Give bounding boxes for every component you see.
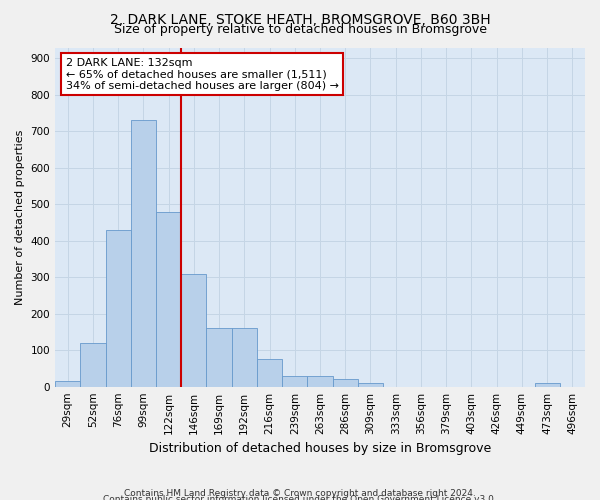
- Bar: [131, 120, 156, 386]
- Text: Size of property relative to detached houses in Bromsgrove: Size of property relative to detached ho…: [113, 22, 487, 36]
- Bar: [282, 376, 307, 386]
- Text: 2 DARK LANE: 132sqm
← 65% of detached houses are smaller (1,511)
34% of semi-det: 2 DARK LANE: 132sqm ← 65% of detached ho…: [65, 58, 338, 91]
- Bar: [257, 360, 282, 386]
- Bar: [106, 230, 131, 386]
- Bar: [80, 343, 106, 386]
- Text: Contains HM Land Registry data © Crown copyright and database right 2024.: Contains HM Land Registry data © Crown c…: [124, 488, 476, 498]
- Bar: [156, 212, 181, 386]
- Y-axis label: Number of detached properties: Number of detached properties: [15, 130, 25, 305]
- Bar: [55, 381, 80, 386]
- Bar: [181, 274, 206, 386]
- X-axis label: Distribution of detached houses by size in Bromsgrove: Distribution of detached houses by size …: [149, 442, 491, 455]
- Bar: [307, 376, 332, 386]
- Bar: [206, 328, 232, 386]
- Bar: [358, 383, 383, 386]
- Bar: [535, 383, 560, 386]
- Bar: [232, 328, 257, 386]
- Text: 2, DARK LANE, STOKE HEATH, BROMSGROVE, B60 3BH: 2, DARK LANE, STOKE HEATH, BROMSGROVE, B…: [110, 12, 490, 26]
- Bar: [332, 380, 358, 386]
- Text: Contains public sector information licensed under the Open Government Licence v3: Contains public sector information licen…: [103, 495, 497, 500]
